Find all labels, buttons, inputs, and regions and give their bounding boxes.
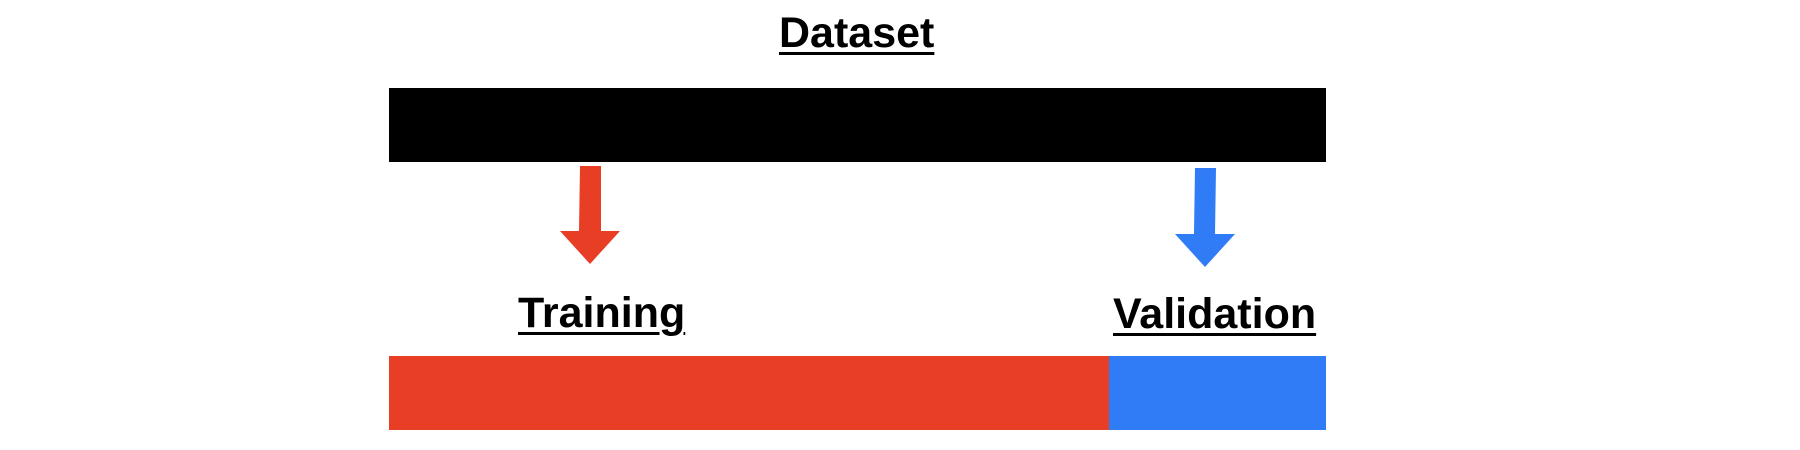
validation-arrow-icon: [1175, 168, 1235, 267]
validation-segment: [1108, 356, 1326, 430]
validation-arrow-shape: [1175, 168, 1235, 267]
training-segment: [389, 356, 1109, 430]
split-bar: [389, 356, 1326, 430]
dataset-title: Dataset: [779, 9, 935, 57]
training-label: Training: [518, 289, 686, 337]
dataset-bar: [389, 88, 1326, 162]
training-arrow-shape: [560, 166, 620, 264]
training-arrow-icon: [560, 166, 620, 264]
validation-label: Validation: [1113, 290, 1317, 338]
